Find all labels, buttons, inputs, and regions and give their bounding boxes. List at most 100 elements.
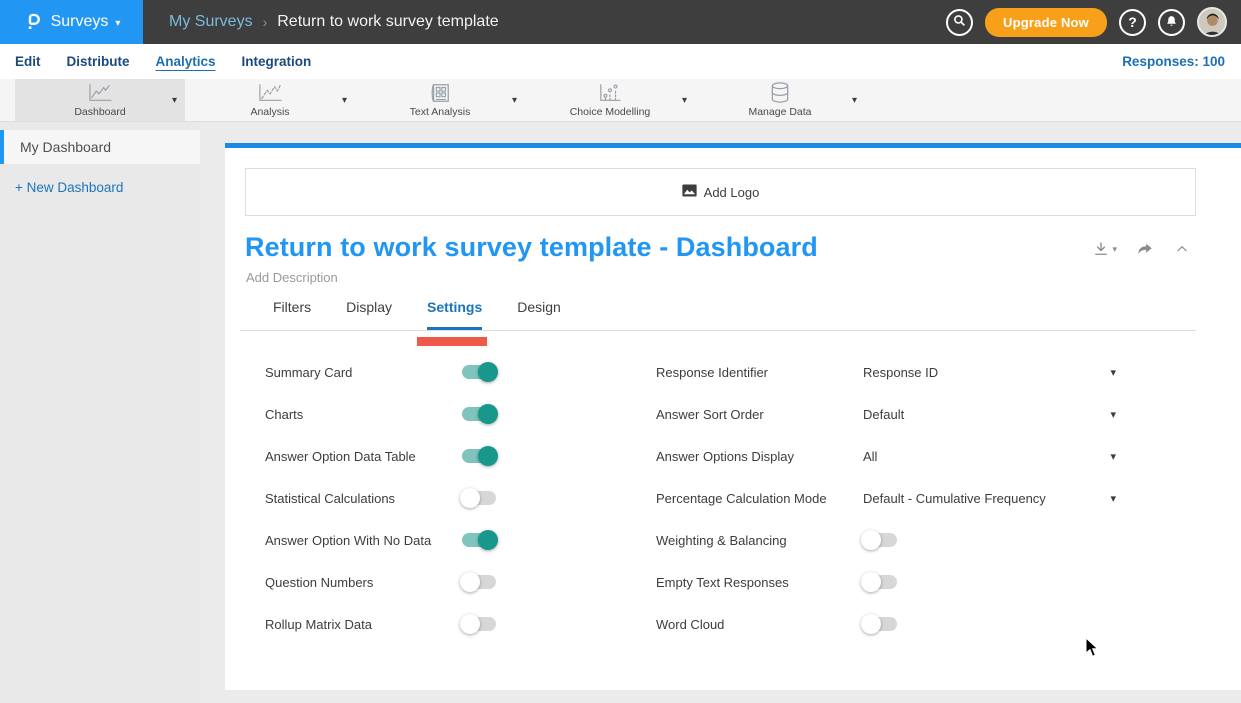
upgrade-now-button[interactable]: Upgrade Now (985, 7, 1107, 37)
toggle-knob (460, 488, 480, 508)
breadcrumb-separator: › (262, 14, 268, 30)
chevron-down-icon[interactable]: ▾ (681, 95, 687, 106)
survey-subnav: Edit Distribute Analytics Integration Respo… (0, 44, 1241, 79)
chevron-down-icon[interactable]: ▾ (171, 95, 177, 106)
select-response-identifier[interactable]: Response ID ▾ (863, 365, 1116, 380)
nav-tab-integration[interactable]: Integration (241, 54, 312, 69)
notifications-button[interactable] (1158, 8, 1185, 36)
toggle-knob (861, 572, 881, 592)
page-title[interactable]: Return to work survey template - Dashboa… (245, 232, 818, 262)
nav-tab-analytics[interactable]: Analytics (155, 54, 216, 69)
toolbar-item-manage-data[interactable]: Manage Data ▾ (695, 79, 865, 121)
setting-row-response-identifier: Response Identifier Response ID ▾ (656, 351, 1116, 393)
setting-label: Answer Options Display (656, 448, 794, 464)
toggle-answer-option-with-no-data[interactable] (462, 530, 498, 550)
setting-row-charts: Charts (265, 393, 656, 435)
setting-row-weighting-balancing: Weighting & Balancing (656, 519, 1116, 561)
toggle-question-numbers[interactable] (460, 572, 496, 592)
toggle-knob (460, 572, 480, 592)
toggle-statistical-calculations[interactable] (460, 488, 496, 508)
toolbar-item-text-analysis[interactable]: Text Analysis ▾ (355, 79, 525, 121)
responses-count: Responses: 100 (1122, 54, 1225, 69)
toggle-weighting-balancing[interactable] (861, 530, 897, 550)
toggle-knob (460, 614, 480, 634)
select-value: All (863, 448, 878, 464)
setting-label: Weighting & Balancing (656, 532, 787, 548)
setting-row-answer-option-with-no-data: Answer Option With No Data (265, 519, 656, 561)
toggle-empty-text-responses[interactable] (861, 572, 897, 592)
nav-tab-edit[interactable]: Edit (15, 54, 41, 69)
share-forward-icon (1138, 243, 1152, 255)
select-answer-sort-order[interactable]: Default ▾ (863, 407, 1116, 422)
setting-label: Word Cloud (656, 616, 725, 632)
add-logo-button[interactable]: Add Logo (245, 168, 1196, 216)
select-value: Default - Cumulative Frequency (863, 490, 1046, 506)
image-icon (682, 184, 697, 200)
toggle-knob (861, 530, 881, 550)
card-accent-bar (225, 143, 1241, 148)
toggle-knob (478, 362, 498, 382)
chevron-down-icon: ▾ (1110, 408, 1116, 421)
subnav-links: Edit Distribute Analytics Integration (15, 54, 311, 69)
chevron-down-icon[interactable]: ▾ (511, 95, 517, 106)
nav-tab-distribute[interactable]: Distribute (66, 54, 130, 69)
toggle-rollup-matrix-data[interactable] (460, 614, 496, 634)
analytics-toolbar: Dashboard ▾ Analysis ▾ Text Analysis ▾ Choice … (0, 79, 1241, 122)
tab-settings[interactable]: Settings (427, 299, 483, 330)
toggle-knob (478, 446, 498, 466)
toolbar-item-dashboard[interactable]: Dashboard ▾ (15, 79, 185, 121)
setting-label: Answer Option With No Data (265, 532, 432, 548)
setting-row-percentage-calculation-mode: Percentage Calculation Mode Default - Cum… (656, 477, 1116, 519)
chevron-down-icon[interactable]: ▾ (341, 95, 347, 106)
select-answer-options-display[interactable]: All ▾ (863, 449, 1116, 464)
setting-row-answer-option-data-table: Answer Option Data Table (265, 435, 656, 477)
collapse-button[interactable] (1173, 242, 1191, 256)
select-value: Default (863, 406, 905, 422)
toggle-word-cloud[interactable] (861, 614, 897, 634)
sidebar-item-my-dashboard[interactable]: My Dashboard (0, 130, 200, 164)
user-avatar[interactable] (1197, 7, 1227, 37)
avatar-photo (1199, 9, 1225, 35)
breadcrumb-my-surveys[interactable]: My Surveys (169, 13, 253, 30)
toggle-charts[interactable] (462, 404, 498, 424)
add-logo-label: Add Logo (703, 184, 760, 200)
toolbar-item-choice-modelling[interactable]: Choice Modelling ▾ (525, 79, 695, 121)
settings-panel: Summary Card Charts Answer Option Data Tab… (265, 351, 1241, 645)
setting-label: Question Numbers (265, 574, 374, 590)
choice-modelling-scatter-icon (596, 82, 624, 104)
header-actions: Upgrade Now ? (946, 7, 1241, 37)
chevron-down-icon: ▾ (1110, 450, 1116, 463)
setting-label: Rollup Matrix Data (265, 616, 372, 632)
setting-label: Empty Text Responses (656, 574, 789, 590)
tab-display[interactable]: Display (346, 299, 393, 315)
tab-design[interactable]: Design (517, 299, 561, 315)
help-button[interactable]: ? (1119, 8, 1146, 36)
top-header: Surveys ▾ My Surveys › Return to work su… (0, 0, 1241, 44)
chevron-down-icon: ▾ (115, 17, 121, 29)
chevron-down-icon[interactable]: ▾ (851, 95, 857, 106)
setting-label: Response Identifier (656, 364, 769, 380)
new-dashboard-button[interactable]: + New Dashboard (15, 180, 124, 195)
select-percentage-calculation-mode[interactable]: Default - Cumulative Frequency ▾ (863, 491, 1116, 506)
dashboard-card: Add Logo Return to work survey template … (225, 143, 1241, 690)
add-description-field[interactable]: Add Description (246, 270, 338, 285)
toggle-summary-card[interactable] (462, 362, 498, 382)
setting-row-empty-text-responses: Empty Text Responses (656, 561, 1116, 603)
bell-icon (1165, 14, 1178, 31)
toggle-answer-option-data-table[interactable] (462, 446, 498, 466)
setting-row-word-cloud: Word Cloud (656, 603, 1116, 645)
download-icon (1095, 242, 1108, 255)
setting-row-statistical-calculations: Statistical Calculations (265, 477, 656, 519)
breadcrumb: My Surveys › Return to work survey templ… (169, 13, 499, 31)
toolbar-item-analysis[interactable]: Analysis ▾ (185, 79, 355, 121)
toolbar-item-label: Analysis (250, 106, 290, 118)
share-button[interactable] (1135, 240, 1155, 258)
tab-filters[interactable]: Filters (273, 299, 312, 315)
download-button[interactable]: ▾ (1092, 240, 1117, 258)
breadcrumb-current-survey: Return to work survey template (277, 13, 499, 30)
setting-label: Answer Sort Order (656, 406, 764, 422)
product-switcher[interactable]: Surveys ▾ (0, 0, 143, 44)
search-button[interactable] (946, 8, 974, 36)
setting-label: Percentage Calculation Mode (656, 490, 827, 506)
dashboard-tabs: Filters Display Settings Design (240, 299, 1196, 331)
